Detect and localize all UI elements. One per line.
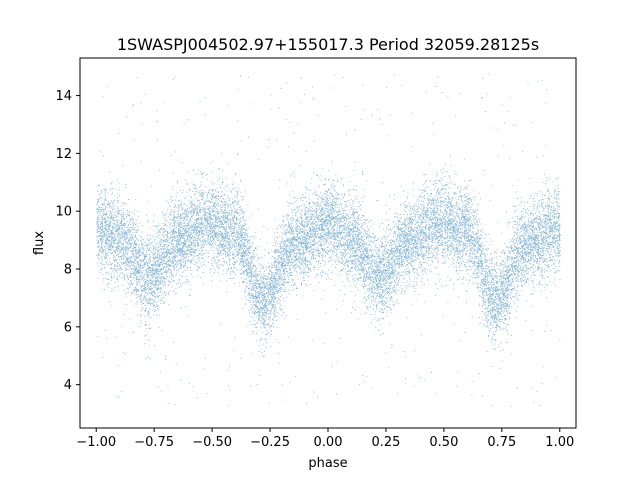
y-tick-label: 14	[55, 89, 72, 104]
x-tick-label: 0.00	[314, 435, 343, 450]
x-axis: −1.00 −0.75 −0.50 −0.25 0.00 0.25 0.50 0.75 1.00	[76, 428, 574, 450]
scatter-series	[96, 73, 561, 408]
y-tick-label: 6	[64, 320, 72, 335]
y-tick-label: 8	[64, 263, 72, 278]
y-tick-label: 4	[64, 378, 72, 393]
y-axis: 4 6 8 10 12 14	[55, 89, 80, 393]
y-tick-label: 10	[55, 205, 72, 220]
x-tick-label: 0.75	[487, 435, 516, 450]
scatter-points	[96, 73, 561, 408]
x-axis-title: phase	[308, 456, 347, 471]
x-tick-label: 1.00	[545, 435, 574, 450]
x-tick-label: −1.00	[76, 435, 116, 450]
chart-title: 1SWASPJ004502.97+155017.3 Period 32059.2…	[117, 35, 539, 54]
x-tick-label: 0.25	[371, 435, 400, 450]
x-tick-label: −0.25	[250, 435, 290, 450]
x-tick-label: −0.50	[192, 435, 232, 450]
y-axis-title: flux	[32, 231, 47, 255]
x-tick-label: 0.50	[429, 435, 458, 450]
x-tick-label: −0.75	[134, 435, 174, 450]
y-tick-label: 12	[55, 147, 72, 162]
